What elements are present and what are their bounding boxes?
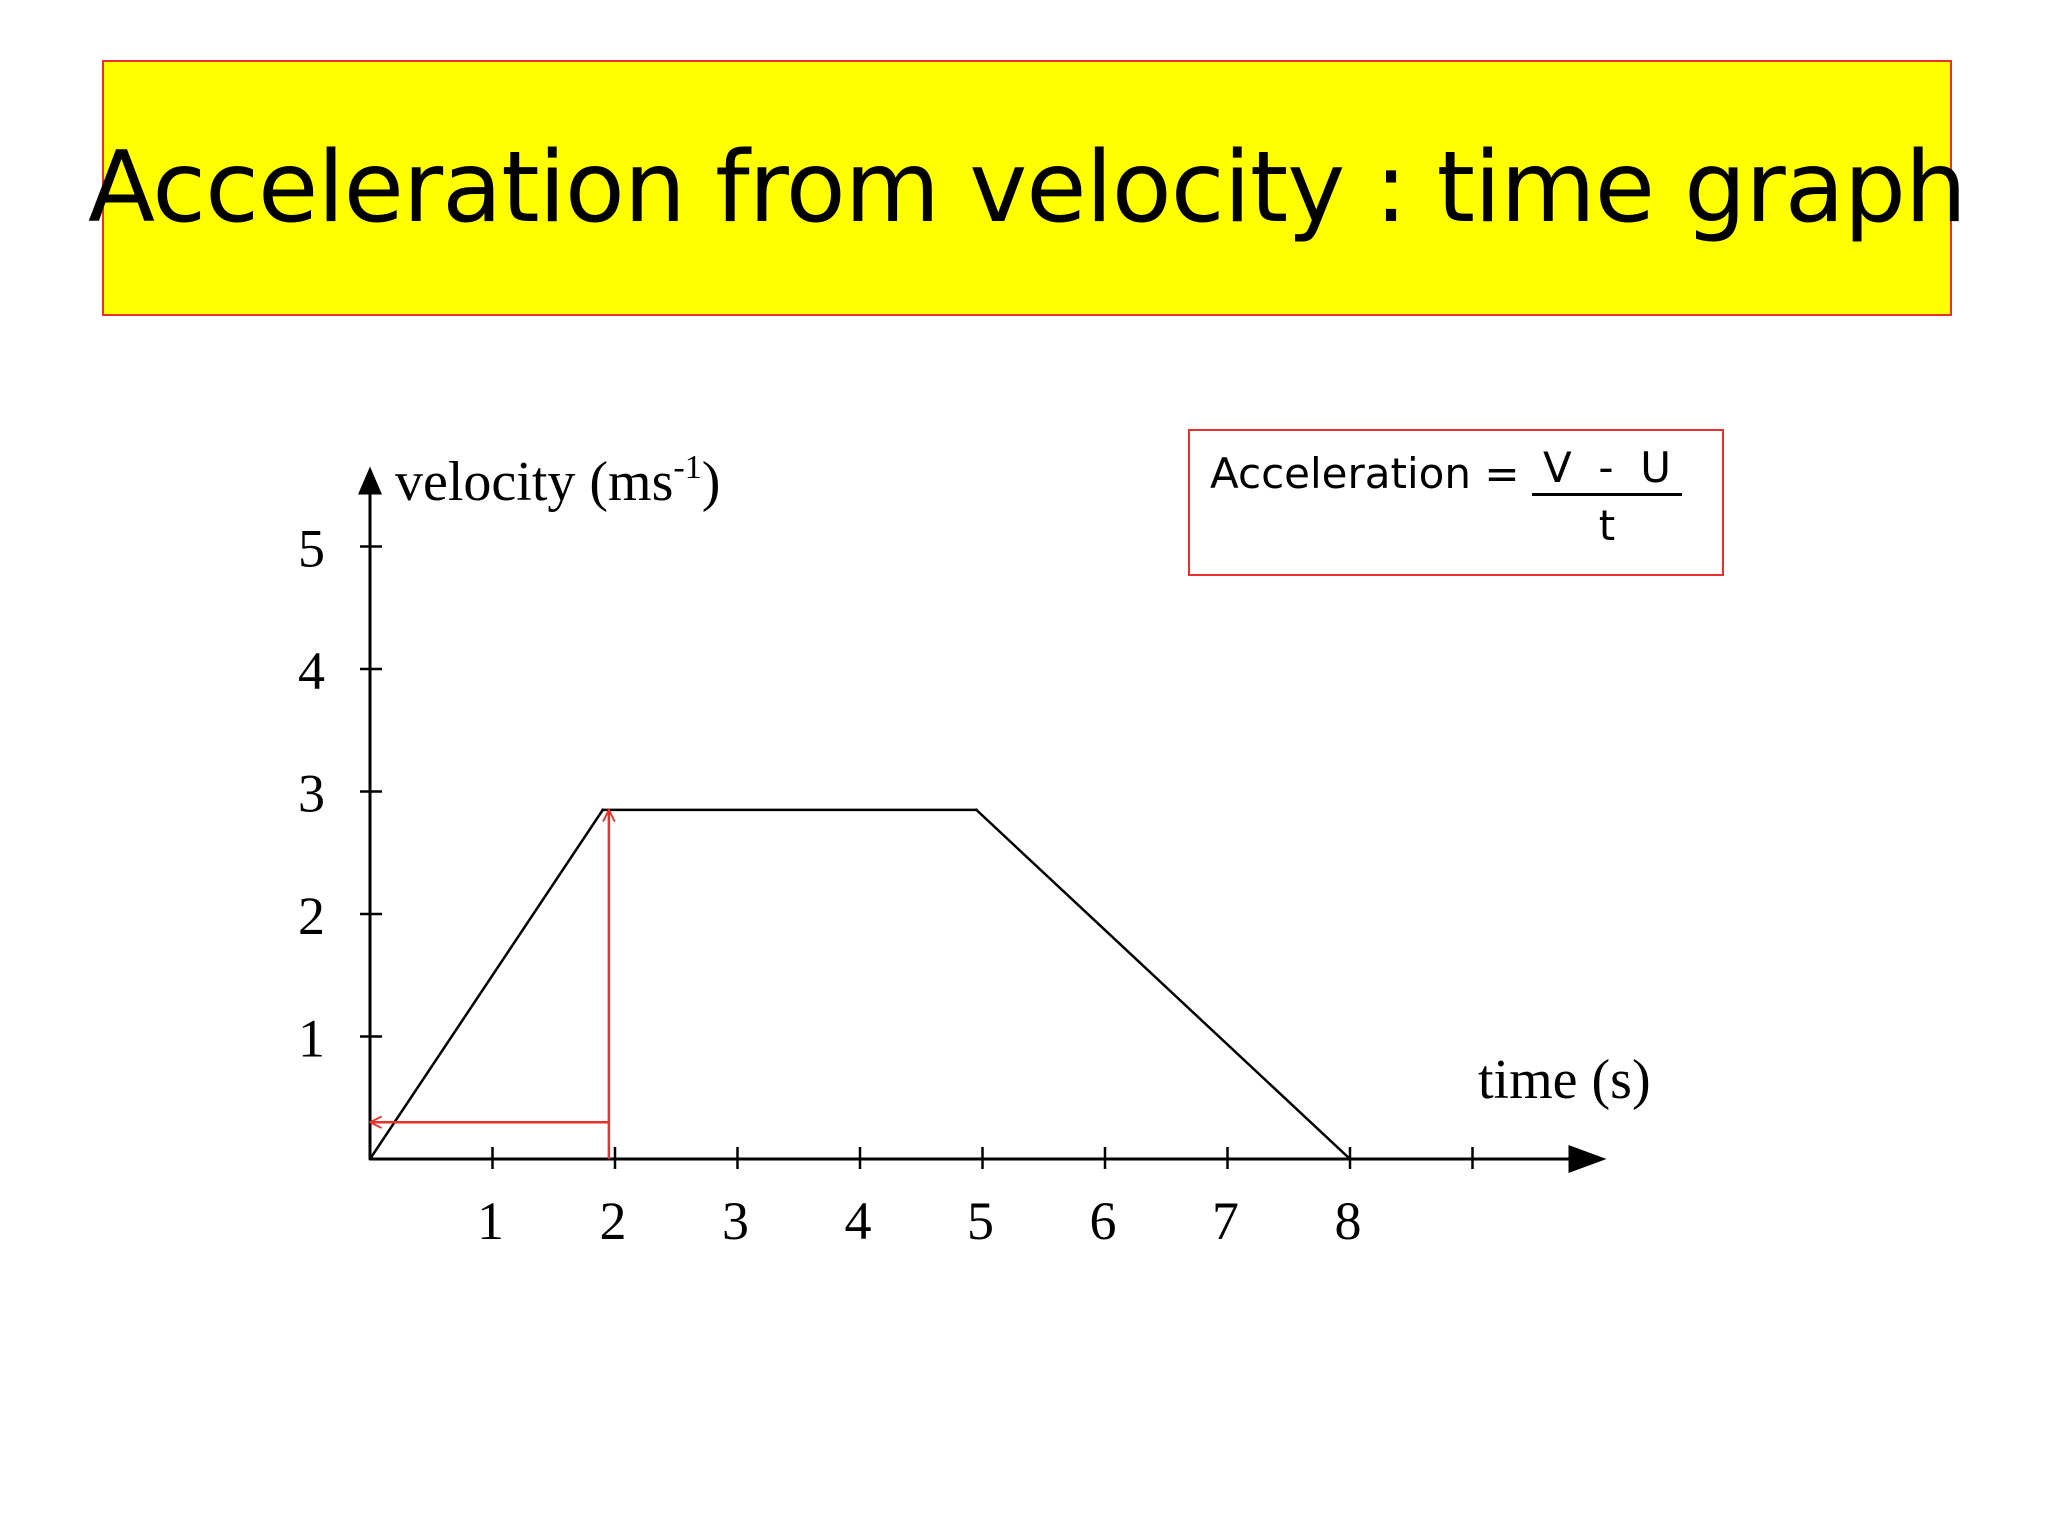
data-point-1: [601, 808, 605, 812]
chart-series: [368, 808, 1352, 1161]
x-tick-label-5: 5: [967, 1191, 994, 1251]
title-banner: Acceleration from velocity : time graph: [88, 60, 1967, 316]
formula-denominator: t: [1598, 501, 1616, 550]
y-axis-label-end: ): [702, 451, 721, 513]
y-axis-label: velocity (ms-1): [395, 449, 720, 513]
y-tick-label-5: 5: [298, 519, 325, 579]
data-point-2: [974, 808, 978, 812]
x-axis-arrowhead: [1568, 1145, 1607, 1173]
chart-ticks: 1 2 3 4 5 1 2 3 4 5 6 7 8: [298, 519, 1474, 1251]
y-tick-label-1: 1: [298, 1009, 325, 1069]
chart-annotations: [370, 810, 609, 1159]
x-tick-label-7: 7: [1212, 1191, 1239, 1251]
x-axis-label: time (s): [1478, 1049, 1651, 1111]
x-tick-label-6: 6: [1090, 1191, 1117, 1251]
x-tick-label-3: 3: [722, 1191, 749, 1251]
chart-axes: [358, 466, 1607, 1173]
y-axis-arrowhead: [358, 466, 382, 495]
formula-numerator: V - U: [1532, 445, 1682, 496]
y-tick-label-2: 2: [298, 886, 325, 946]
slide-title: Acceleration from velocity : time graph: [87, 131, 1967, 245]
formula-fraction: V - U t: [1532, 445, 1682, 556]
x-tick-label-8: 8: [1335, 1191, 1362, 1251]
formula-box: Acceleration = V - U t: [1188, 429, 1724, 576]
y-axis-label-main: velocity (ms: [395, 451, 673, 513]
x-tick-label-4: 4: [845, 1191, 872, 1251]
y-tick-label-4: 4: [298, 641, 325, 701]
x-tick-label-1: 1: [477, 1191, 504, 1251]
x-tick-label-2: 2: [600, 1191, 627, 1251]
y-tick-label-3: 3: [298, 764, 325, 824]
velocity-line-0: [368, 808, 1351, 1160]
data-point-0: [368, 1157, 372, 1161]
data-point-3: [1348, 1157, 1352, 1161]
formula-label: Acceleration =: [1210, 449, 1520, 498]
y-axis-label-sup: -1: [673, 449, 701, 486]
